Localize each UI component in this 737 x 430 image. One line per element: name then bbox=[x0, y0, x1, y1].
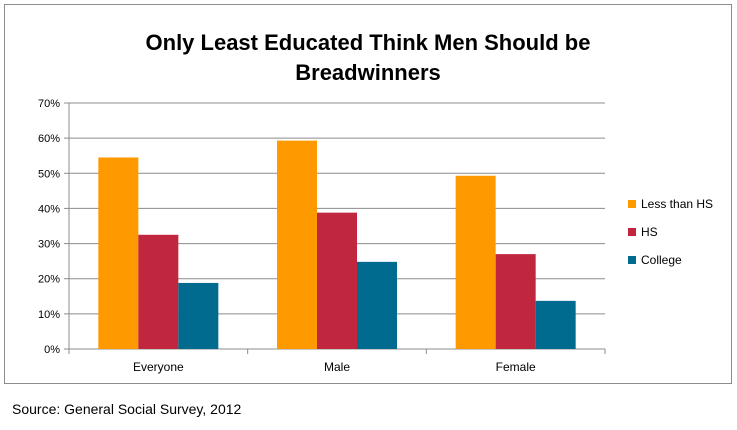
bar bbox=[178, 282, 219, 349]
legend-swatch bbox=[628, 200, 636, 208]
chart-title-line: Breadwinners bbox=[295, 60, 441, 85]
legend-label: College bbox=[641, 253, 682, 267]
source-note: Source: General Social Survey, 2012 bbox=[12, 401, 242, 417]
bar bbox=[495, 254, 536, 349]
legend-label: Less than HS bbox=[641, 197, 713, 211]
bar bbox=[98, 157, 139, 349]
bar bbox=[535, 300, 576, 349]
x-category-label: Female bbox=[496, 360, 536, 374]
legend-swatch bbox=[628, 228, 636, 236]
y-tick-label: 70% bbox=[38, 98, 60, 110]
bar bbox=[455, 175, 496, 349]
y-tick-label: 30% bbox=[38, 239, 60, 251]
y-tick-label: 0% bbox=[44, 344, 60, 356]
bar bbox=[317, 212, 357, 349]
y-tick-label: 60% bbox=[38, 133, 60, 145]
bar bbox=[138, 234, 179, 349]
y-tick-label: 50% bbox=[38, 168, 60, 180]
x-category-label: Male bbox=[324, 360, 350, 374]
bar bbox=[277, 140, 317, 349]
bar bbox=[357, 261, 397, 349]
legend-label: HS bbox=[641, 225, 658, 239]
y-tick-label: 40% bbox=[38, 203, 60, 215]
legend-swatch bbox=[628, 256, 636, 264]
x-category-label: Everyone bbox=[133, 360, 184, 374]
bar-chart: Only Least Educated Think Men Should be B… bbox=[38, 30, 713, 374]
chart-title-line: Only Least Educated Think Men Should be bbox=[146, 30, 591, 55]
y-tick-label: 20% bbox=[38, 274, 60, 286]
y-tick-label: 10% bbox=[38, 309, 60, 321]
